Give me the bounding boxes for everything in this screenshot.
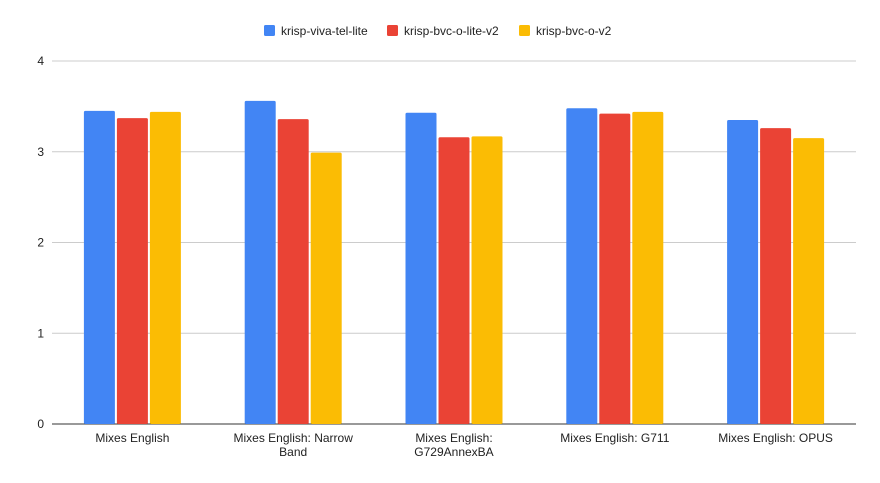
legend-label: krisp-viva-tel-lite (281, 24, 368, 38)
bar-krisp-bvc-o-lite-v2-1 (277, 119, 309, 424)
bar-krisp-bvc-o-lite-v2-2 (438, 137, 470, 425)
x-tick-label: Mixes English (95, 431, 169, 445)
y-tick-label: 4 (37, 54, 44, 68)
bar-krisp-viva-tel-lite-0 (83, 110, 115, 424)
bars (83, 100, 825, 425)
legend-swatch-2 (519, 25, 530, 36)
legend: krisp-viva-tel-lite krisp-bvc-o-lite-v2 kr… (264, 24, 612, 38)
bar-krisp-viva-tel-lite-2 (405, 112, 437, 424)
y-tick-label: 3 (37, 145, 44, 159)
bar-krisp-bvc-o-lite-v2-3 (599, 113, 631, 424)
x-tick-label: Band (279, 445, 307, 459)
x-tick-label: Mixes English: (415, 431, 492, 445)
bar-krisp-viva-tel-lite-1 (244, 100, 276, 425)
x-tick-label: Mixes English: G711 (560, 431, 669, 445)
bar-krisp-bvc-o-v2-3 (632, 111, 664, 424)
bar-krisp-bvc-o-v2-1 (310, 152, 342, 424)
y-tick-label: 0 (37, 417, 44, 431)
bar-krisp-viva-tel-lite-4 (727, 119, 759, 425)
x-tick-label: Mixes English: Narrow (234, 431, 354, 445)
legend-label: krisp-bvc-o-lite-v2 (404, 24, 499, 38)
bar-krisp-bvc-o-v2-4 (793, 138, 825, 424)
legend-swatch-1 (387, 25, 398, 36)
legend-label: krisp-bvc-o-v2 (536, 24, 612, 38)
bar-krisp-bvc-o-lite-v2-4 (760, 128, 792, 424)
bar-krisp-viva-tel-lite-3 (566, 108, 598, 424)
legend-swatch-0 (264, 25, 275, 36)
bar-krisp-bvc-o-v2-2 (471, 136, 503, 424)
bar-krisp-bvc-o-lite-v2-0 (116, 118, 148, 425)
x-tick-label: G729AnnexBA (414, 445, 493, 459)
bar-krisp-bvc-o-v2-0 (149, 111, 181, 424)
x-tick-label: Mixes English: OPUS (718, 431, 833, 445)
y-tick-label: 1 (37, 326, 44, 340)
y-tick-label: 2 (37, 236, 44, 250)
